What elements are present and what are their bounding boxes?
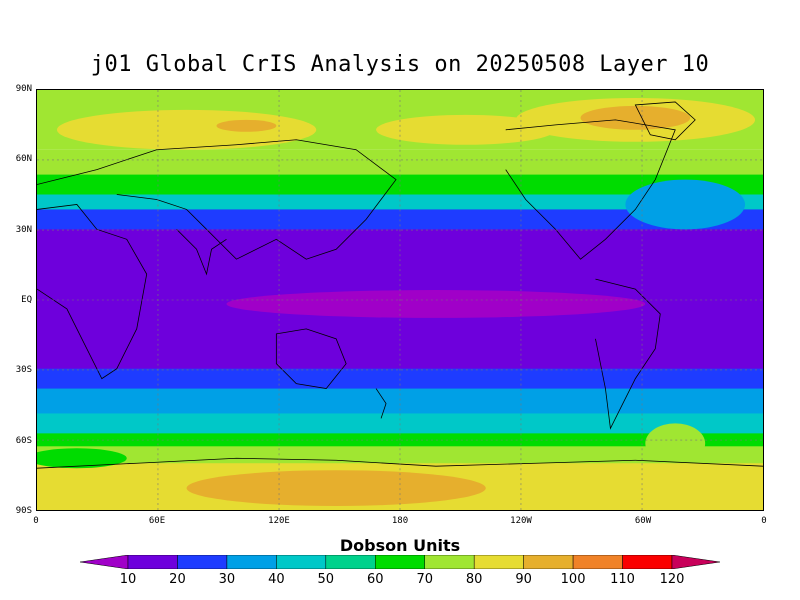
blob-ne-orange xyxy=(580,105,691,130)
band-south-green xyxy=(37,433,763,449)
blob-n-orange-left xyxy=(216,119,277,132)
ozone-field xyxy=(37,90,763,510)
colorbar-segment xyxy=(127,555,178,569)
coast-eurasia xyxy=(37,139,397,260)
colorbar-tick-label: 40 xyxy=(268,572,285,587)
lon-label-120w: 120W xyxy=(510,516,532,526)
map-title: j01 Global CrIS Analysis on 20250508 Lay… xyxy=(90,52,710,77)
coast-australia xyxy=(275,328,347,390)
colorbar-segment xyxy=(622,555,673,569)
blob-n-yellow-mid xyxy=(376,114,556,145)
lat-label-90n: 90N xyxy=(15,84,32,94)
graticule xyxy=(37,90,763,510)
lon-label-0-left: 0 xyxy=(33,516,39,526)
lat-label-90s: 90S xyxy=(15,506,32,516)
coast-india xyxy=(176,229,227,276)
lon-label-180: 180 xyxy=(391,516,409,526)
lon-label-0-right: 0 xyxy=(761,516,767,526)
lat-label-30s: 30S xyxy=(15,365,32,375)
lat-label-60n: 60N xyxy=(15,154,32,164)
lat-label-60s: 60S xyxy=(15,436,32,446)
colorbar-segment xyxy=(375,555,425,569)
blob-sa-lime xyxy=(645,423,706,464)
colorbar-tick-label: 100 xyxy=(560,572,586,587)
colorbar-high-end xyxy=(671,555,720,569)
lon-label-60w: 60W xyxy=(634,516,652,526)
colorbar-tick-label: 120 xyxy=(659,572,685,587)
lon-label-60e: 60E xyxy=(148,516,166,526)
colorbar-tick-label: 50 xyxy=(317,572,335,587)
colorbar-segment xyxy=(276,555,327,569)
colorbar-tick-label: 30 xyxy=(218,572,236,587)
colorbar-segment xyxy=(226,555,277,569)
coast-antarctica xyxy=(37,457,763,469)
blob-south-green-left xyxy=(37,448,127,469)
colorbar-low-end xyxy=(80,555,129,569)
colorbar-segment xyxy=(177,555,228,569)
colorbar-segment xyxy=(523,555,574,569)
blob-n-yellow-left xyxy=(56,109,317,150)
colorbar-tick-label: 10 xyxy=(119,572,137,587)
coast-south-america xyxy=(595,278,661,430)
coast-greenland xyxy=(634,101,696,141)
coastlines xyxy=(37,101,763,469)
colorbar xyxy=(80,555,720,569)
blob-atlantic-blue xyxy=(625,179,746,230)
lat-label-eq: EQ xyxy=(21,295,32,305)
colorbar-segment xyxy=(424,555,475,569)
coast-north-america xyxy=(505,119,676,260)
colorbar-tick-label: 80 xyxy=(465,572,483,587)
blob-eq-magenta xyxy=(226,290,646,318)
colorbar-tick-label: 90 xyxy=(515,572,532,587)
coast-new-zealand xyxy=(375,388,387,419)
band-south-lime xyxy=(37,446,763,467)
ozone-map xyxy=(36,89,764,511)
colorbar-title: Dobson Units xyxy=(339,536,461,555)
blob-south-orange xyxy=(186,470,486,507)
lon-label-120e: 120E xyxy=(268,516,290,526)
colorbar-tick-label: 110 xyxy=(610,572,635,587)
colorbar-segment xyxy=(572,555,623,569)
colorbar-tick-label: 60 xyxy=(366,572,384,587)
colorbar-tick-label: 20 xyxy=(169,572,186,587)
colorbar-segment xyxy=(473,555,524,569)
colorbar-segment xyxy=(325,555,376,569)
coast-africa xyxy=(37,204,148,380)
colorbar-tick-label: 70 xyxy=(416,572,433,587)
lat-label-30n: 30N xyxy=(15,225,32,235)
